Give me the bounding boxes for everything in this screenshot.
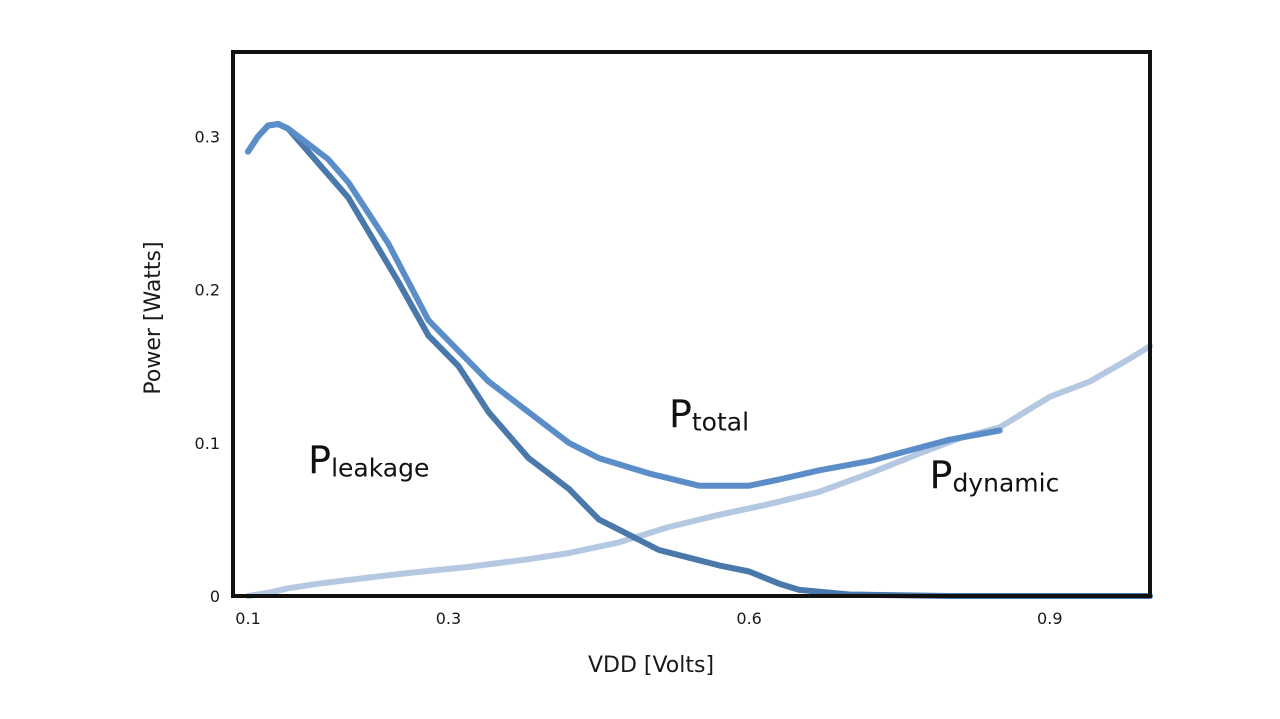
curve-total [245,121,1003,489]
plot-frame [231,50,1152,598]
x-tick-label: 0.3 [436,609,461,628]
x-tick-label: 0.1 [235,609,260,628]
x-tick-labels: 0.1 0.3 0.6 0.9 [235,609,1062,628]
label-p-total: Ptotal [669,392,749,436]
curve-dynamic [245,343,1153,599]
y-tick-labels: 0 0.1 0.2 0.3 [195,127,220,606]
y-axis-label: Power [Watts] [141,241,166,394]
curve-leakage [245,121,1153,599]
y-tick-label: 0.1 [195,434,220,453]
curves-layer [245,121,1153,599]
x-axis-label: VDD [Volts] [588,653,714,678]
y-tick-label: 0 [210,587,220,606]
y-tick-label: 0.2 [195,281,220,300]
y-tick-label: 0.3 [195,127,220,146]
label-p-leakage: Pleakage [308,438,429,482]
x-tick-label: 0.9 [1037,609,1062,628]
curve-annotations: Pleakage Ptotal Pdynamic [308,392,1059,497]
x-tick-label: 0.6 [736,609,761,628]
label-p-dynamic: Pdynamic [930,454,1060,498]
